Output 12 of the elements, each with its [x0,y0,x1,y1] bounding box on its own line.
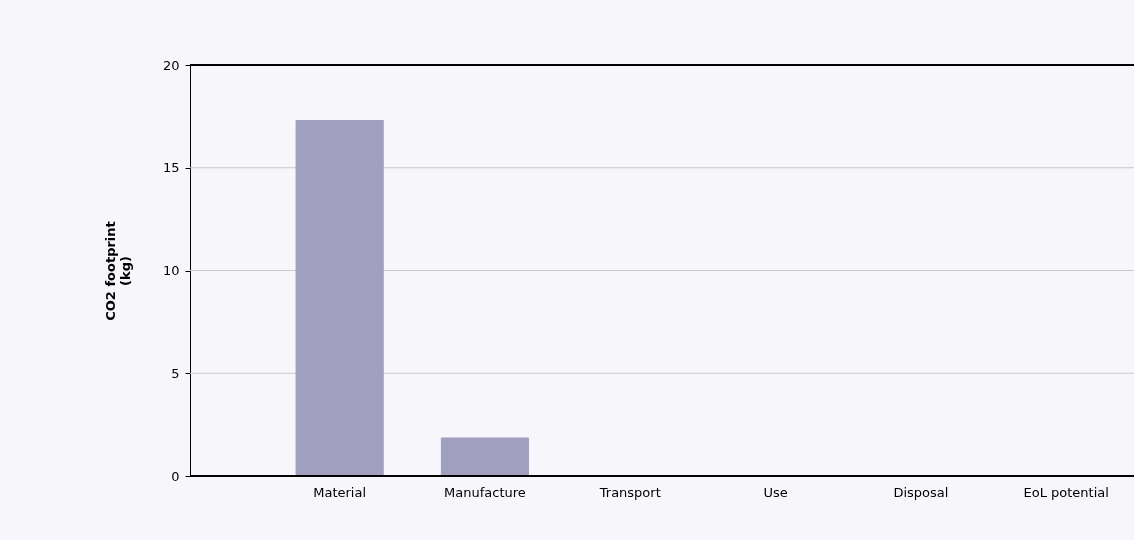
y-tick-label: 15 [162,160,180,176]
x-tick-label: EoL potential [1023,484,1109,500]
x-tick-label: Disposal [893,484,949,500]
x-tick-label: Transport [598,484,661,500]
y-tick-label: 20 [162,57,180,73]
y-tick-label: 0 [171,468,180,484]
y-axis-title: CO2 footprint (kg) [102,221,133,321]
y-tick-label: 5 [171,365,180,381]
x-tick-label: Use [763,484,788,500]
x-tick-label: Material [313,484,367,500]
y-tick-label: 10 [162,263,180,278]
x-tick-label: Manufacture [444,484,526,500]
